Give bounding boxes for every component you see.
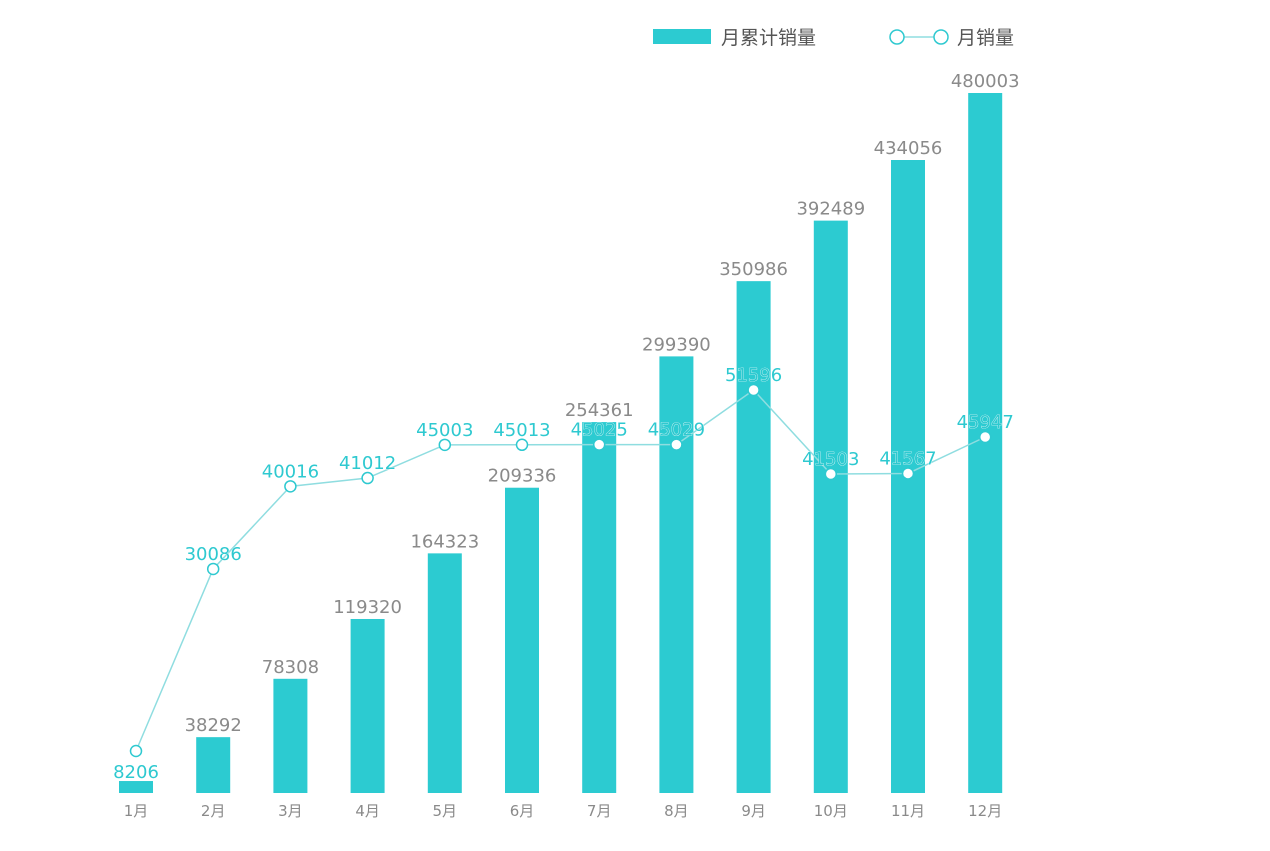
line-marker: [361, 471, 374, 485]
bar-value-labels: 38292 78308 119320 164323 209336 254361 299390…: [185, 71, 1020, 736]
line-marker: [206, 562, 220, 576]
line-value-label: 41012: [339, 453, 396, 474]
x-tick-label: 6月: [510, 802, 535, 820]
line-marker: [129, 744, 143, 758]
bar-value-label: 209336: [488, 466, 557, 487]
x-tick-label: 1月: [124, 802, 149, 820]
bar: [659, 356, 694, 793]
x-tick-label: 2月: [201, 802, 226, 820]
bar-value-label: 254361: [565, 400, 634, 421]
line-value-label: 41567: [879, 448, 936, 469]
bar: [196, 737, 231, 793]
x-tick-label: 10月: [814, 802, 848, 820]
x-tick-label: 12月: [968, 802, 1002, 820]
bar-series: [119, 93, 1003, 793]
x-tick-label: 11月: [891, 802, 925, 820]
bar: [273, 678, 308, 793]
legend: 月累计销量 月销量: [653, 27, 1014, 49]
bar: [505, 487, 539, 793]
line-value-label: 45947: [957, 412, 1014, 433]
bar: [582, 422, 617, 793]
x-tick-label: 3月: [278, 802, 303, 820]
line-value-label: 8206: [113, 762, 159, 783]
line-value-labels: 8206 30086 40016 41012 45003 45013 45025 45029 5…: [113, 365, 1014, 784]
legend-line-label: 月销量: [957, 27, 1014, 49]
bar: [427, 553, 462, 793]
line-value-label: 41503: [802, 449, 859, 470]
line-marker: [901, 467, 915, 480]
x-tick-label: 7月: [587, 802, 612, 820]
bar-value-label: 350986: [719, 259, 788, 280]
line-marker: [670, 438, 683, 451]
bar-value-label: 480003: [951, 71, 1020, 92]
line-marker: [515, 438, 529, 452]
bar-value-label: 164323: [410, 531, 479, 552]
line-marker: [824, 467, 838, 481]
line-value-label: 45029: [648, 420, 705, 441]
legend-bar-label: 月累计销量: [721, 27, 816, 49]
bar: [119, 781, 153, 793]
bar-value-label: 392489: [796, 199, 865, 220]
x-tick-label: 8月: [664, 802, 689, 820]
x-tick-label: 4月: [355, 802, 380, 820]
bar-value-label: 434056: [874, 138, 943, 159]
line-series: [129, 383, 992, 758]
legend-line-marker-right: [933, 29, 949, 45]
line-marker: [284, 480, 297, 493]
line-value-label: 45025: [571, 420, 628, 441]
bar-value-label: 299390: [642, 334, 711, 355]
bar: [736, 281, 771, 793]
line-path: [135, 389, 986, 752]
bar: [350, 618, 385, 793]
line-marker: [438, 438, 452, 452]
x-axis-ticks: 1月 2月 3月 4月 5月 6月 7月 8月 9月 10月 11月 12月: [124, 802, 1003, 820]
line-value-label: 30086: [185, 544, 242, 565]
line-value-label: 51596: [725, 365, 782, 386]
line-marker: [978, 430, 992, 444]
line-marker: [747, 383, 760, 397]
bar-value-label: 38292: [185, 715, 242, 736]
line-value-label: 45013: [493, 420, 550, 441]
line-value-label: 45003: [416, 420, 473, 441]
bar-value-label: 78308: [262, 657, 319, 678]
bar: [813, 220, 848, 793]
line-value-label: 40016: [262, 461, 319, 482]
line-marker: [592, 438, 606, 451]
x-tick-label: 5月: [433, 802, 458, 820]
bar-value-label: 119320: [333, 597, 402, 618]
legend-bar-swatch: [653, 29, 711, 44]
x-tick-label: 9月: [741, 802, 766, 820]
legend-line-marker-left: [889, 29, 905, 45]
